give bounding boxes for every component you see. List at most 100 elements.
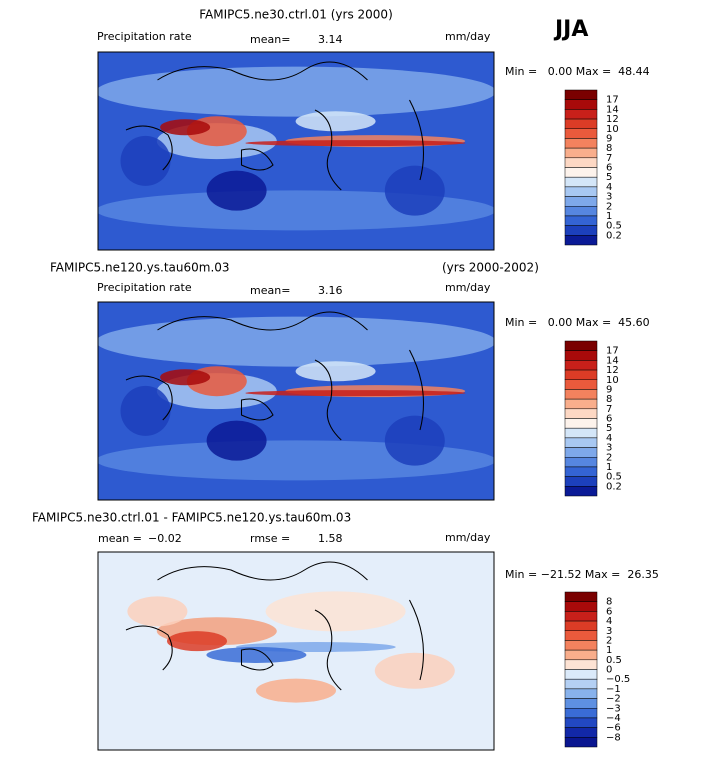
colorbar-box	[564, 659, 598, 670]
colorbar-label: 3	[606, 443, 612, 454]
colorbar-label: 12	[606, 114, 619, 125]
map-feature	[384, 415, 445, 466]
colorbar-box	[564, 408, 598, 419]
colorbar-box	[564, 611, 598, 622]
colorbar-label: 0.5	[606, 472, 622, 483]
map-feature	[256, 678, 336, 703]
colorbar-box	[564, 591, 598, 602]
colorbar-box	[564, 157, 598, 168]
colorbar-label: 1	[606, 462, 612, 473]
colorbar-label: 4	[606, 182, 612, 193]
coastline	[125, 561, 424, 691]
colorbar-box	[564, 447, 598, 458]
colorbar-label: −6	[606, 723, 621, 734]
colorbar-box	[564, 427, 598, 439]
colorbar-box	[564, 118, 598, 129]
colorbar-box	[564, 398, 598, 410]
years: (yrs 2000-2002)	[442, 261, 539, 275]
colorbar-box	[564, 601, 598, 612]
colorbar-box	[564, 138, 598, 149]
units: mm/day	[445, 531, 491, 544]
coastline	[125, 61, 424, 191]
map-feature	[167, 631, 227, 652]
colorbar-box	[564, 196, 598, 207]
colorbar-box	[564, 669, 598, 680]
colorbar-label: 17	[606, 95, 619, 106]
colorbar-box	[564, 476, 598, 487]
colorbar-label: 1	[606, 211, 612, 222]
colorbar-box	[564, 486, 598, 497]
map-feature	[206, 170, 267, 211]
mean-label: mean =	[98, 532, 142, 545]
colorbar-box	[564, 340, 598, 351]
map-field	[98, 302, 494, 500]
colorbar-label: 9	[606, 133, 612, 144]
colorbar-label: 6	[606, 414, 612, 425]
season: JJA	[553, 17, 588, 42]
colorbar-label: 7	[606, 153, 612, 164]
colorbar-box	[564, 389, 598, 400]
map	[97, 551, 495, 751]
colorbar-label: 2	[606, 452, 612, 463]
map-feature	[160, 119, 211, 136]
panel-title: FAMIPC5.ne30.ctrl.01 - FAMIPC5.ne120.ys.…	[32, 511, 351, 525]
colorbar-label: 4	[606, 433, 612, 444]
colorbar-label: −1	[606, 684, 621, 695]
colorbar-box	[564, 698, 598, 709]
colorbar-box	[564, 99, 598, 110]
map-feature	[206, 646, 307, 663]
colorbar-box	[564, 360, 598, 371]
rmse-label: rmse =	[250, 532, 290, 545]
colorbar-box	[564, 109, 598, 120]
colorbar-box	[564, 708, 598, 719]
range: Min = −21.52 Max = 26.35	[505, 568, 659, 581]
colorbar-label: 6	[606, 163, 612, 174]
colorbar-box	[564, 225, 598, 236]
coastline	[125, 311, 424, 441]
colorbar-box	[564, 89, 598, 100]
colorbar-box	[564, 235, 598, 246]
colorbar-label: 10	[606, 124, 619, 135]
panel-title: FAMIPC5.ne120.ys.tau60m.03	[50, 261, 230, 275]
colorbar-box	[564, 350, 598, 361]
colorbar-box	[564, 147, 598, 159]
colorbar-label: 10	[606, 375, 619, 386]
colorbar-box	[564, 176, 598, 188]
colorbar-label: −4	[606, 713, 621, 724]
colorbar-label: 8	[606, 597, 612, 608]
colorbar-box	[564, 128, 598, 139]
range: Min = 0.00 Max = 48.44	[505, 65, 650, 78]
colorbar-label: 8	[606, 394, 612, 405]
colorbar-box	[564, 369, 598, 380]
map-feature	[295, 361, 376, 382]
map-feature	[374, 652, 455, 689]
colorbar-label: 5	[606, 423, 612, 434]
colorbar-label: 17	[606, 346, 619, 357]
map-frame	[97, 301, 495, 501]
colorbar-label: −8	[606, 732, 621, 743]
colorbar-box	[564, 418, 598, 429]
map-field	[98, 552, 494, 750]
units: mm/day	[445, 30, 491, 43]
colorbar-box	[564, 640, 598, 651]
map	[97, 51, 495, 251]
colorbar-box	[564, 379, 598, 390]
variable: Precipitation rate	[97, 30, 192, 43]
colorbar-label: 5	[606, 172, 612, 183]
rmse-value: 1.58	[318, 532, 343, 545]
mean-value: 3.14	[318, 33, 343, 46]
mean-value: 3.16	[318, 284, 343, 297]
colorbar-box	[564, 649, 598, 661]
colorbar-label: 1	[606, 645, 612, 656]
colorbar-label: 12	[606, 365, 619, 376]
colorbar-label: 4	[606, 616, 612, 627]
colorbar-label: 9	[606, 384, 612, 395]
map-feature	[98, 66, 494, 117]
map-feature	[206, 420, 267, 461]
map-feature	[160, 369, 211, 386]
map-feature	[384, 165, 445, 216]
colorbar-box	[564, 688, 598, 699]
map	[97, 301, 495, 501]
colorbar-label: 8	[606, 143, 612, 154]
colorbar-label: 14	[606, 355, 619, 366]
